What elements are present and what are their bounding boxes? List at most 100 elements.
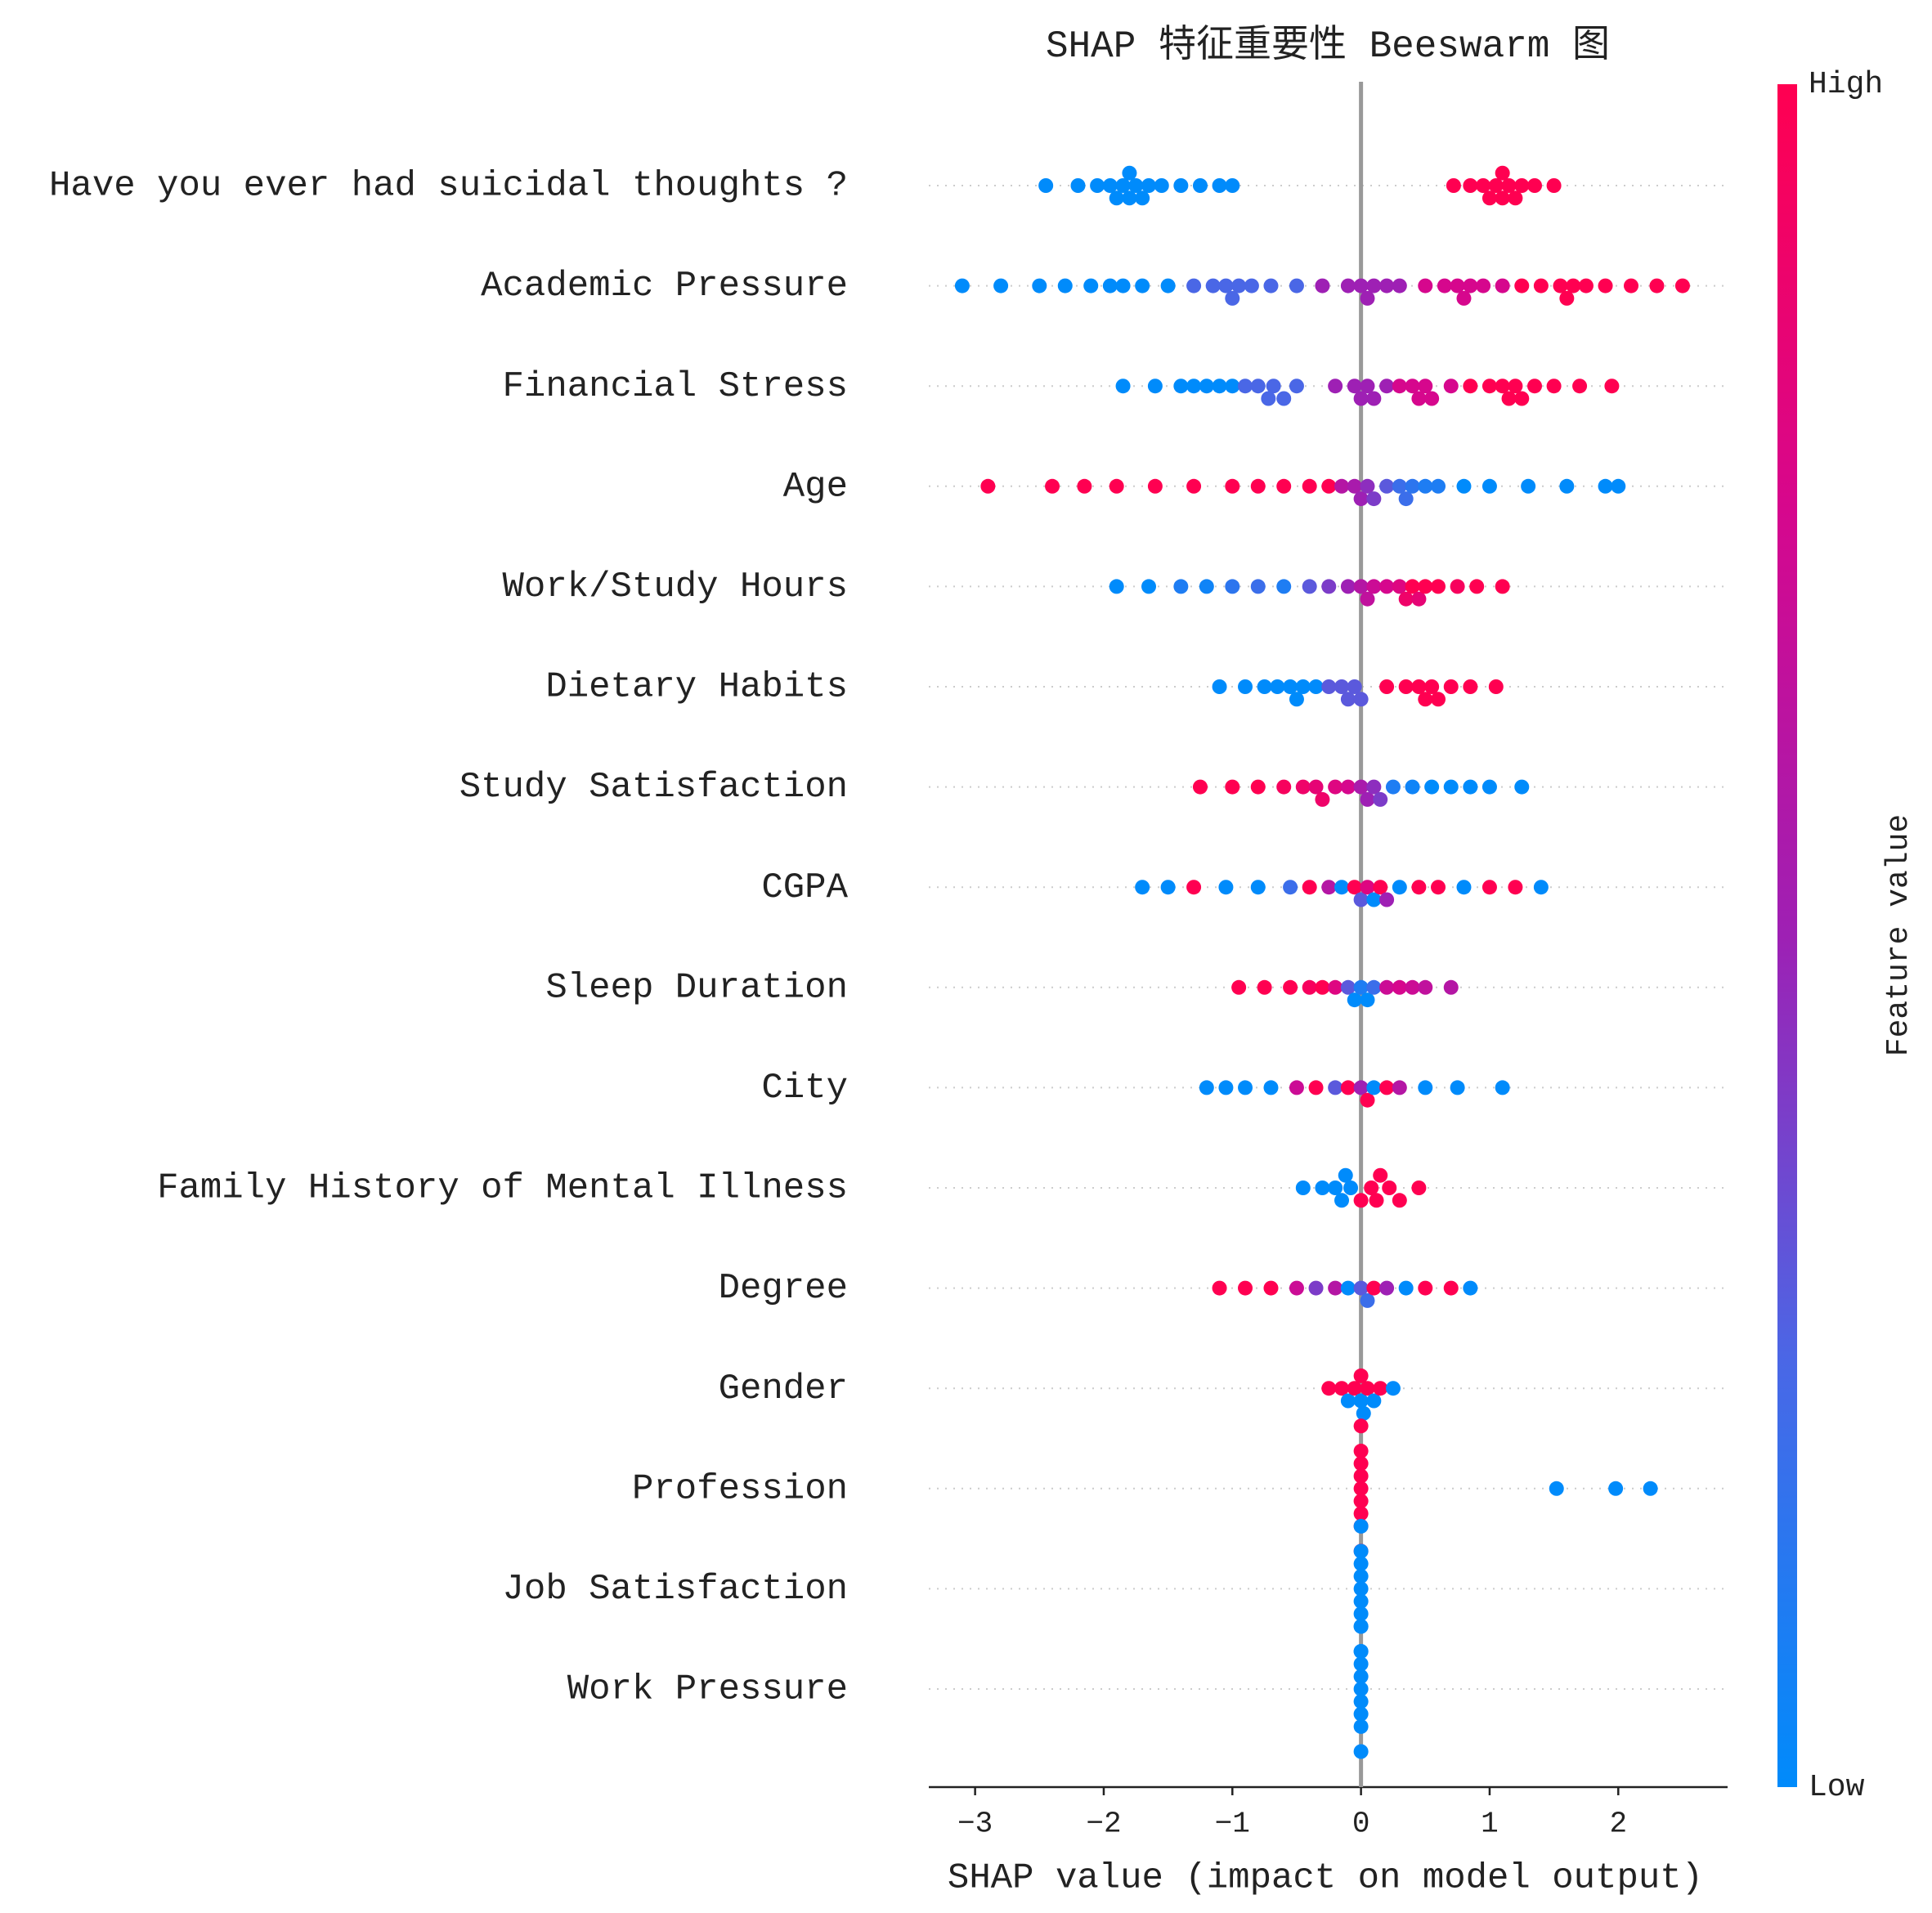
dot [1315, 278, 1330, 293]
feature-row [980, 478, 1626, 507]
dot [1418, 278, 1433, 293]
dot [1032, 278, 1047, 293]
dot [1411, 880, 1427, 895]
dot [1437, 278, 1452, 293]
dot [1250, 880, 1266, 895]
x-tick-label: −2 [1086, 1808, 1121, 1841]
dot [993, 278, 1009, 293]
dot [1366, 278, 1382, 293]
dot [1476, 278, 1491, 293]
feature-row [954, 278, 1690, 306]
dot [1353, 1593, 1369, 1609]
dot [1481, 779, 1497, 795]
dot [1353, 1606, 1369, 1621]
dot [1328, 979, 1343, 995]
dot [1083, 278, 1099, 293]
colorbar-title: Feature value [1881, 814, 1916, 1056]
dot [1238, 1080, 1253, 1095]
dot [1508, 190, 1523, 206]
dot [1398, 1280, 1414, 1296]
dot [1328, 1280, 1343, 1296]
dot [1463, 1280, 1478, 1296]
feature-row [1212, 679, 1504, 707]
dot [1353, 692, 1369, 707]
dot [1340, 979, 1356, 995]
dot [1315, 791, 1330, 807]
dot [1353, 779, 1369, 795]
dot [1373, 791, 1388, 807]
dot [1379, 478, 1395, 494]
dot [1366, 1080, 1382, 1095]
feature-row [1115, 379, 1620, 406]
dot [1238, 379, 1253, 394]
dot [1463, 379, 1478, 394]
dot [1353, 1506, 1369, 1521]
dot [1379, 892, 1395, 907]
dot [1077, 478, 1092, 494]
dot [1418, 1080, 1433, 1095]
dot [1495, 579, 1510, 594]
dot [1353, 1418, 1369, 1434]
dot [1353, 1644, 1369, 1660]
dot [1443, 979, 1459, 995]
dot [1057, 278, 1073, 293]
dot [1199, 379, 1214, 394]
dot [1443, 679, 1459, 694]
dot [1353, 892, 1369, 907]
y-tick-label: Dietary Habits [545, 667, 848, 708]
dot [954, 278, 970, 293]
dot [1424, 779, 1440, 795]
dot [1405, 379, 1420, 394]
dot [1340, 1280, 1356, 1296]
dot [1045, 478, 1060, 494]
dot [1360, 880, 1375, 895]
dot [1261, 391, 1276, 406]
dot [1347, 478, 1362, 494]
dot [1334, 880, 1350, 895]
dot [1360, 478, 1375, 494]
dot [1225, 290, 1240, 306]
dot [1353, 1080, 1369, 1095]
dot [1418, 478, 1433, 494]
dot [1147, 478, 1163, 494]
dot [1392, 1193, 1407, 1208]
feature-row [1321, 1368, 1401, 1421]
dot [1373, 880, 1388, 895]
dot [1122, 190, 1137, 206]
x-tick-label: 0 [1352, 1808, 1370, 1841]
dot [1218, 880, 1234, 895]
dot [1321, 679, 1337, 694]
dot [1527, 379, 1543, 394]
dot [1508, 880, 1523, 895]
dot [1411, 391, 1427, 406]
dot [1334, 478, 1350, 494]
dot [1353, 1280, 1369, 1296]
dot [1443, 779, 1459, 795]
dot [1141, 178, 1157, 193]
dot [1674, 278, 1690, 293]
dot [1379, 679, 1395, 694]
dot [1366, 391, 1382, 406]
dot [1456, 478, 1472, 494]
dot [1476, 178, 1491, 193]
dot [1553, 278, 1568, 293]
dot [1090, 178, 1105, 193]
dot [1205, 278, 1221, 293]
dot [1431, 692, 1446, 707]
dot [1212, 1280, 1227, 1296]
dot [1212, 379, 1227, 394]
feature-row [1135, 880, 1549, 907]
dot [1276, 478, 1292, 494]
dot [1302, 579, 1317, 594]
dot [1244, 278, 1259, 293]
dot [1295, 779, 1311, 795]
dot [1456, 290, 1472, 306]
x-tick-label: 2 [1609, 1808, 1627, 1841]
dot [1418, 379, 1433, 394]
dot [1347, 992, 1362, 1008]
dot [1315, 979, 1330, 995]
y-tick-label: Family History of Mental Illness [157, 1168, 848, 1209]
dot [1501, 178, 1517, 193]
dot [1340, 579, 1356, 594]
dot [1266, 379, 1281, 394]
